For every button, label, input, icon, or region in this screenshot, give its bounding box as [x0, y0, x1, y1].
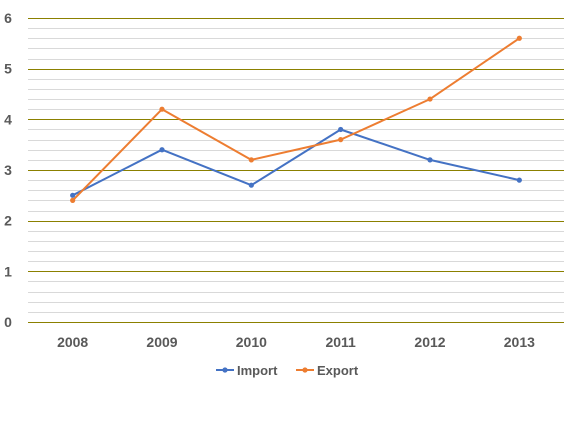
- legend-export-marker-swatch: [302, 367, 308, 373]
- y-tick-label: 1: [4, 263, 12, 279]
- export-series-line: [71, 37, 521, 202]
- y-tick-label: 3: [4, 162, 12, 178]
- legend-export-label: Export: [317, 363, 359, 378]
- legend-import-marker-swatch: [222, 367, 228, 373]
- x-axis-tick-labels: 2008 2009 2010 2011 2012 2013: [57, 334, 535, 350]
- import-data-point: [516, 177, 522, 183]
- y-tick-label: 5: [4, 61, 12, 77]
- y-tick-label: 2: [4, 213, 12, 229]
- import-data-point: [159, 147, 165, 153]
- series-layer: [70, 35, 522, 203]
- legend: Import Export: [216, 363, 359, 378]
- x-tick-label: 2010: [236, 334, 267, 350]
- legend-import-label: Import: [237, 363, 278, 378]
- x-tick-label: 2013: [504, 334, 535, 350]
- y-tick-label: 4: [4, 111, 12, 127]
- y-axis-tick-labels: 0 1 2 3 4 5 6: [4, 10, 12, 330]
- import-data-point: [427, 157, 433, 163]
- grid-layer: [28, 18, 564, 323]
- x-tick-label: 2011: [325, 334, 356, 350]
- y-tick-label: 6: [4, 10, 12, 26]
- export-data-point: [516, 35, 522, 41]
- import-data-point: [248, 182, 254, 188]
- x-tick-label: 2012: [414, 334, 445, 350]
- import-series-line: [71, 128, 521, 197]
- export-data-point: [70, 197, 76, 203]
- import-data-point: [70, 192, 76, 198]
- export-data-point: [159, 106, 165, 112]
- import-data-point: [338, 126, 344, 133]
- export-data-point: [427, 96, 433, 102]
- y-tick-label: 0: [4, 314, 12, 330]
- export-data-point: [248, 157, 254, 163]
- x-tick-label: 2008: [57, 334, 88, 350]
- x-tick-label: 2009: [146, 334, 177, 350]
- export-data-point: [338, 137, 344, 143]
